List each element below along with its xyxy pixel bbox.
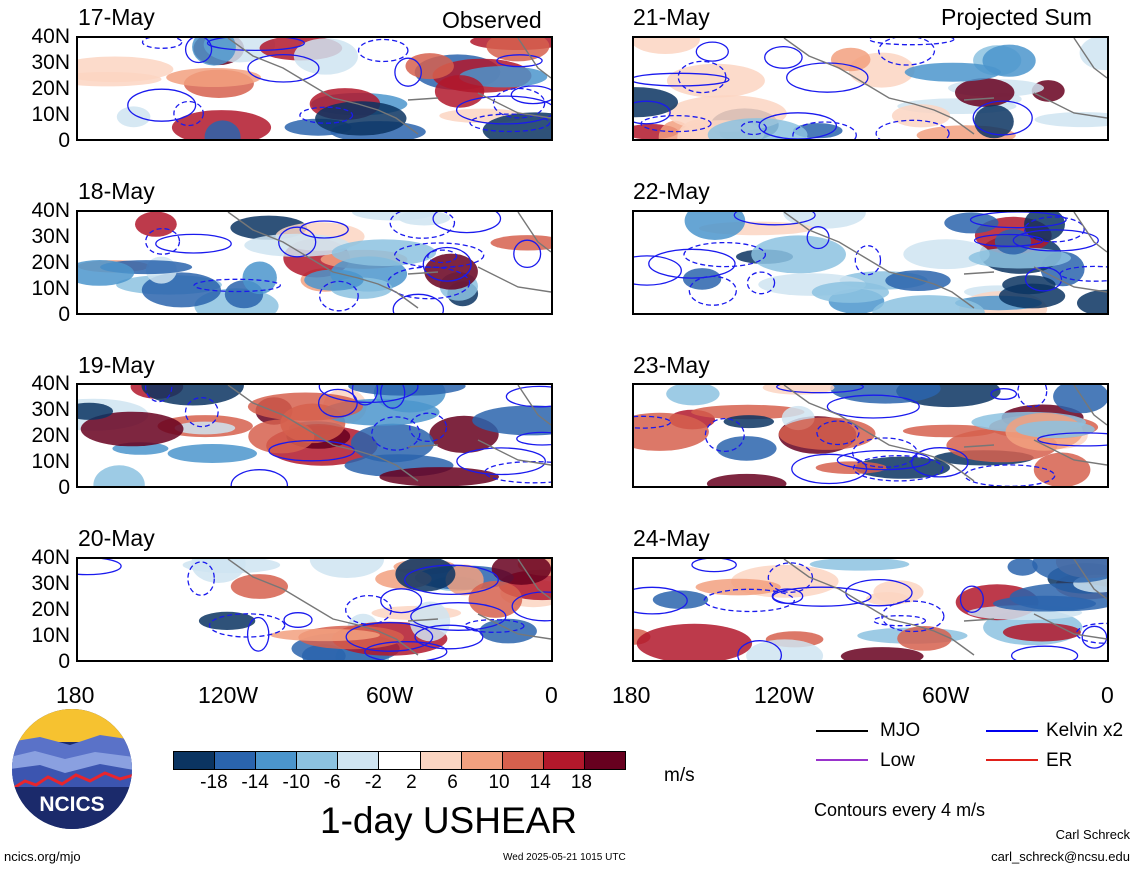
panel-date-label: 17-May <box>78 4 155 30</box>
shear-field <box>78 38 551 139</box>
panel-date-label: 20-May <box>78 525 155 551</box>
colorbar-swatch <box>214 752 256 769</box>
lon-label: 120W <box>754 682 815 708</box>
logo-text: NCICS <box>39 793 104 816</box>
legend-label-kelvin: Kelvin x2 <box>1046 720 1124 741</box>
colorbar-tick-label: -6 <box>323 772 341 793</box>
observed-header: Observed <box>442 7 542 33</box>
shear-field <box>78 559 551 660</box>
footer-email: carl_schreck@ncsu.edu <box>991 849 1130 864</box>
colorbar-swatch <box>255 752 297 769</box>
legend-line-er <box>986 759 1038 761</box>
legend-label-low: Low <box>880 750 915 771</box>
legend-label-er: ER <box>1046 750 1073 771</box>
lat-label: 0 <box>58 650 70 673</box>
colorbar-tick-label: -2 <box>364 772 382 793</box>
lon-label: 60W <box>922 682 970 708</box>
ncics-logo: NCICS <box>10 707 134 831</box>
lon-label: 120W <box>198 682 259 708</box>
map-panel-22-may <box>632 210 1109 315</box>
shear-field <box>78 385 551 486</box>
footer-author: Carl Schreck <box>1055 827 1130 842</box>
footer-site: ncics.org/mjo <box>4 849 81 864</box>
shear-field <box>634 385 1107 486</box>
lat-label: 40N <box>31 25 70 48</box>
lat-label: 30N <box>31 51 70 74</box>
lat-label: 30N <box>31 572 70 595</box>
lon-label: 180 <box>612 682 651 708</box>
legend-line-kelvin <box>986 730 1038 732</box>
lon-label: 180 <box>56 682 95 708</box>
map-panel-24-may <box>632 557 1109 662</box>
colorbar-swatch <box>583 752 626 769</box>
colorbar-swatch <box>378 752 420 769</box>
panel-date-label: 18-May <box>78 178 155 204</box>
lat-label: 30N <box>31 225 70 248</box>
map-panel-17-may <box>76 36 553 141</box>
colorbar-tick-label: 14 <box>529 772 551 793</box>
colorbar <box>173 751 626 770</box>
colorbar-tick-label: 2 <box>406 772 417 793</box>
map-panel-18-may <box>76 210 553 315</box>
panel-date-label: 23-May <box>633 352 710 378</box>
colorbar-swatch <box>501 752 543 769</box>
lon-label: 0 <box>1101 682 1114 708</box>
lat-label: 20N <box>31 77 70 100</box>
colorbar-title: 1-day USHEAR <box>320 800 578 841</box>
lat-label: 0 <box>58 129 70 152</box>
footer-timestamp: Wed 2025-05-21 1015 UTC <box>503 852 626 863</box>
lon-label: 0 <box>545 682 558 708</box>
panel-date-label: 19-May <box>78 352 155 378</box>
lat-label: 40N <box>31 199 70 222</box>
contour-note: Contours every 4 m/s <box>814 800 986 820</box>
shear-field <box>634 38 1107 139</box>
lat-label: 0 <box>58 303 70 326</box>
shear-field <box>634 212 1107 313</box>
colorbar-tick-label: 18 <box>570 772 592 793</box>
lon-label: 60W <box>366 682 414 708</box>
colorbar-swatch <box>419 752 461 769</box>
colorbar-tick-label: 6 <box>447 772 458 793</box>
colorbar-tick-label: -10 <box>282 772 310 793</box>
legend-label-mjo: MJO <box>880 720 921 741</box>
lat-label: 0 <box>58 476 70 499</box>
shear-field <box>78 212 551 313</box>
map-panel-19-may <box>76 383 553 488</box>
lat-label: 20N <box>31 598 70 621</box>
colorbar-swatch <box>174 752 215 769</box>
colorbar-swatch <box>460 752 502 769</box>
colorbar-tick-label: 10 <box>488 772 510 793</box>
panel-date-label: 22-May <box>633 178 710 204</box>
panel-date-label: 24-May <box>633 525 710 551</box>
lat-label: 20N <box>31 424 70 447</box>
map-panel-20-may <box>76 557 553 662</box>
lat-label: 40N <box>31 546 70 569</box>
panel-date-label: 21-May <box>633 4 710 30</box>
lat-label: 10N <box>31 103 70 126</box>
lat-label: 20N <box>31 251 70 274</box>
colorbar-swatch <box>296 752 338 769</box>
shear-field <box>634 559 1107 660</box>
legend-line-low <box>816 759 868 761</box>
lat-label: 10N <box>31 277 70 300</box>
colorbar-swatch <box>542 752 584 769</box>
lat-label: 10N <box>31 450 70 473</box>
legend-line-mjo <box>816 730 868 732</box>
lat-label: 10N <box>31 624 70 647</box>
map-panel-21-may <box>632 36 1109 141</box>
projected-sum-header: Projected Sum <box>941 4 1092 30</box>
colorbar-tick-label: -14 <box>241 772 269 793</box>
colorbar-swatch <box>337 752 379 769</box>
map-panel-23-may <box>632 383 1109 488</box>
lat-label: 40N <box>31 372 70 395</box>
colorbar-tick-label: -18 <box>200 772 228 793</box>
colorbar-units: m/s <box>664 765 695 786</box>
lat-label: 30N <box>31 398 70 421</box>
